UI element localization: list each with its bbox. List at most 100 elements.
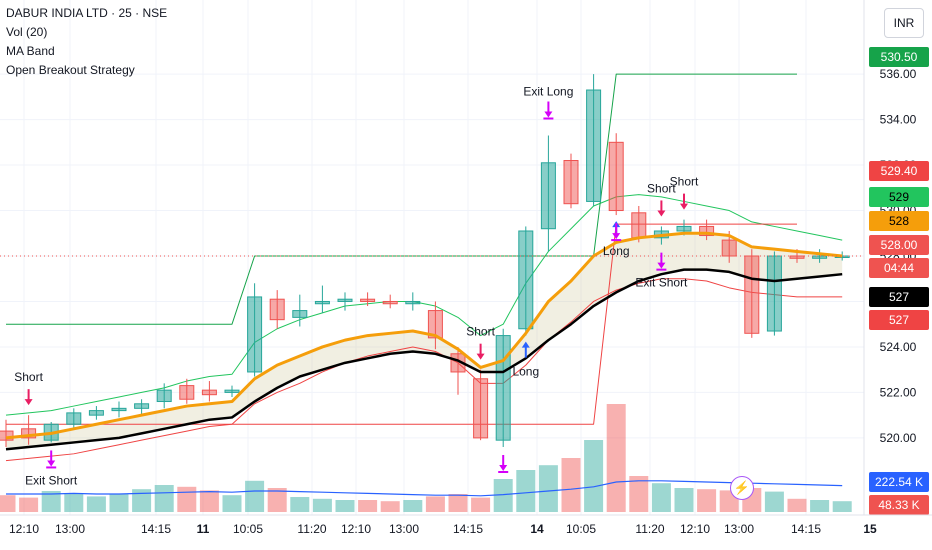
volume-bar	[810, 500, 830, 512]
breakout-lower-line	[6, 223, 797, 425]
time-axis[interactable]	[0, 515, 932, 550]
signal-label: Exit Short	[635, 276, 688, 290]
volume-bar	[41, 491, 61, 512]
signal-marker-short	[680, 193, 688, 210]
chart-legend: DABUR INDIA LTD · 25 · NSE Vol (20) MA B…	[6, 4, 167, 80]
ma-slow-line	[5, 268, 843, 451]
volume-bar	[132, 489, 152, 512]
volume-bar	[629, 476, 649, 512]
candle-body	[269, 298, 285, 321]
candle-body	[292, 310, 308, 318]
signal-marker-exit	[46, 450, 57, 469]
time-tick-label: 12:10	[9, 522, 39, 536]
symbol-title[interactable]: DABUR INDIA LTD · 25 · NSE	[6, 6, 168, 20]
volume-bar	[0, 495, 16, 512]
volume-bar	[471, 497, 491, 512]
candle-body	[676, 225, 692, 232]
time-tick-label: 13:00	[724, 522, 754, 536]
time-tick-label: 10:05	[233, 522, 263, 536]
candle-body	[631, 212, 647, 239]
candle-body	[111, 407, 127, 412]
lightning-icon[interactable]: ⚡	[730, 476, 754, 500]
price-tick-label: 524.00	[880, 340, 917, 354]
time-tick-label: 11:20	[297, 522, 326, 536]
price-badge	[869, 187, 929, 207]
candle-body	[721, 239, 737, 257]
indicator-open-breakout[interactable]: Open Breakout Strategy	[6, 63, 135, 77]
band-lower-line	[5, 278, 843, 462]
price-badge-label: 222.54 K	[875, 475, 923, 489]
candle-body	[699, 225, 715, 237]
volume-bar	[674, 488, 694, 512]
signal-marker-exit	[656, 252, 667, 271]
candle-body	[766, 255, 782, 332]
time-tick-label: 13:00	[389, 522, 419, 536]
price-badge	[869, 235, 929, 255]
volume-bar	[584, 440, 604, 512]
price-badge-label: 04:44	[884, 261, 914, 275]
candle-body	[201, 389, 217, 396]
volume-bar	[358, 500, 378, 512]
volume-bar	[290, 497, 310, 512]
volume-bar	[222, 495, 242, 512]
signal-marker-exit	[611, 223, 622, 242]
candle-body	[608, 141, 624, 212]
volume-bar	[177, 486, 197, 512]
price-tick-label: 534.00	[880, 113, 917, 127]
signal-marker-short	[657, 200, 666, 217]
indicator-volume[interactable]: Vol (20)	[6, 25, 48, 39]
signal-marker-short	[24, 389, 33, 406]
volume-bar	[380, 501, 400, 512]
volume-bar	[764, 491, 784, 512]
candle-body	[812, 255, 828, 259]
currency-button[interactable]: INR	[884, 8, 924, 38]
candle-body	[21, 428, 37, 439]
signal-marker-short	[476, 343, 485, 360]
volume-bar	[64, 494, 84, 512]
price-badge	[869, 211, 929, 231]
volume-bar	[245, 480, 265, 512]
ma-fast-line	[5, 231, 843, 440]
ma-band-fill	[6, 233, 843, 450]
price-badge-label: 529	[889, 190, 909, 204]
volume-bar	[832, 501, 852, 512]
signal-label: Short	[670, 175, 699, 189]
volume-bar	[516, 470, 536, 512]
price-badge	[869, 310, 929, 330]
signal-marker-long	[521, 341, 530, 358]
signal-marker-exit	[543, 101, 554, 120]
signal-label: Long	[512, 365, 539, 379]
time-tick-label: 12:10	[680, 522, 710, 536]
volume-bar	[606, 404, 626, 512]
price-badge	[869, 161, 929, 181]
volume-bar	[109, 494, 129, 512]
price-badge-label: 529.40	[881, 164, 918, 178]
breakout-upper-line	[6, 73, 797, 325]
signal-label: Exit Short	[25, 473, 78, 487]
volume-ma-line	[6, 480, 843, 497]
price-badge-label: 530.50	[881, 50, 918, 64]
time-tick-label: 10:05	[566, 522, 596, 536]
volume-bar	[651, 483, 671, 512]
signal-label: Short	[466, 325, 495, 339]
candle-body	[563, 160, 579, 205]
time-tick-label: 12:10	[341, 522, 371, 536]
price-badge	[869, 47, 929, 67]
signal-marker-exit	[498, 454, 509, 473]
volume-bar	[425, 496, 445, 512]
candle-body	[314, 300, 330, 305]
indicator-ma-band[interactable]: MA Band	[6, 44, 55, 58]
volume-bar	[335, 500, 355, 512]
volume-bar	[199, 490, 219, 512]
price-badge-label: 527	[889, 313, 909, 327]
candle-body	[427, 310, 443, 339]
time-tick-label: 14:15	[791, 522, 821, 536]
candle-body	[540, 162, 556, 230]
candle-body	[405, 300, 421, 305]
price-badge	[869, 287, 929, 307]
candle-body	[88, 410, 104, 416]
time-tick-label: 11	[197, 522, 210, 536]
candle-body	[224, 389, 240, 393]
